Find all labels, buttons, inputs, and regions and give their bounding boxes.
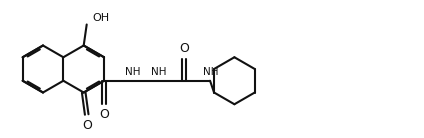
Text: OH: OH (92, 14, 109, 23)
Text: O: O (179, 42, 189, 55)
Text: O: O (82, 119, 92, 132)
Text: O: O (99, 108, 109, 121)
Text: NH: NH (203, 67, 218, 77)
Text: NH: NH (151, 67, 166, 77)
Text: NH: NH (125, 67, 140, 77)
